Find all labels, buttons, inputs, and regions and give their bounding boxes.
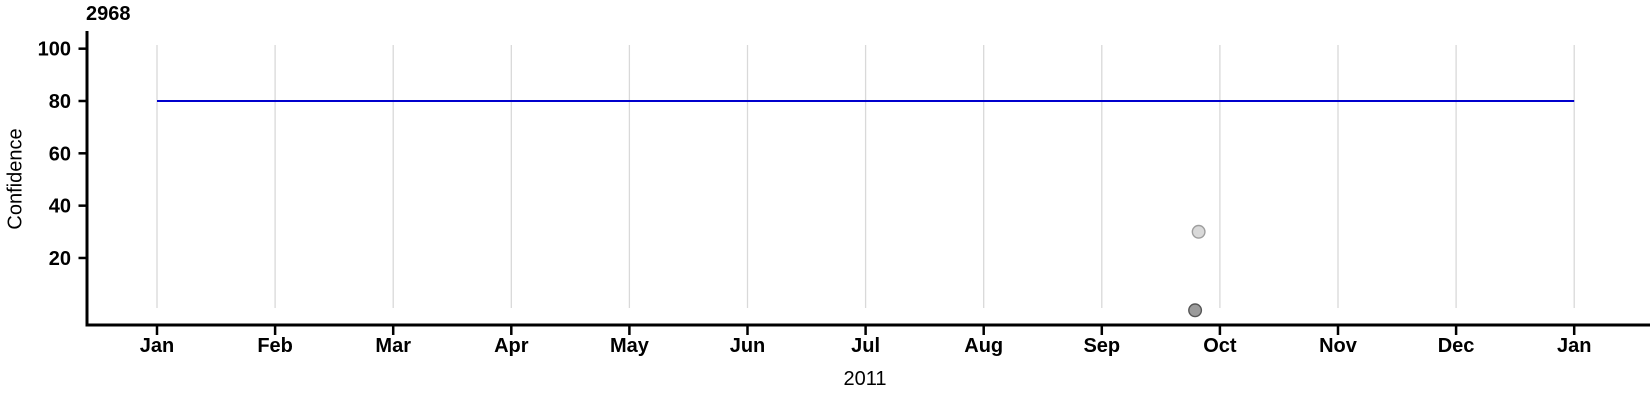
x-tick-label: Jan <box>1557 335 1591 357</box>
x-tick-label: Oct <box>1203 335 1237 357</box>
y-tick-label: 40 <box>49 196 71 218</box>
x-tick-label: Jan <box>140 335 174 357</box>
x-tick-label: Apr <box>494 335 529 357</box>
y-tick-label: 100 <box>38 39 71 61</box>
data-point <box>1191 224 1206 239</box>
x-tick-label: Dec <box>1438 335 1475 357</box>
x-axis-title: 2011 <box>843 368 887 390</box>
x-tick-label: Feb <box>257 335 293 357</box>
x-tick-label: May <box>610 335 650 357</box>
y-tick-label: 80 <box>49 91 71 113</box>
y-tick-label: 20 <box>49 248 71 270</box>
y-tick-label: 60 <box>49 143 71 165</box>
x-tick-label: Jun <box>730 335 766 357</box>
data-point <box>1188 303 1203 318</box>
x-tick-label: Sep <box>1083 335 1120 357</box>
x-tick-label: Aug <box>964 335 1003 357</box>
x-tick-label: Jul <box>851 335 880 357</box>
panel-title: 2968 <box>86 3 131 25</box>
x-tick-label: Nov <box>1319 335 1358 357</box>
x-tick-label: Mar <box>375 335 411 357</box>
